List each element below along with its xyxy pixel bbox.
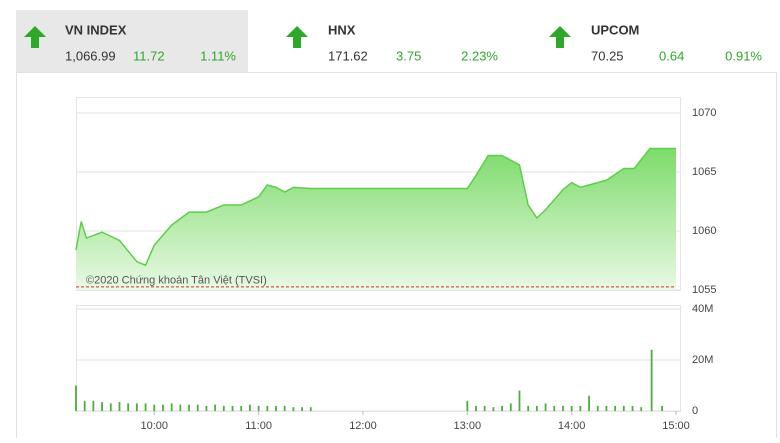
- volume-bar: [650, 349, 653, 411]
- tile-value: 1,066.99: [65, 48, 116, 63]
- volume-bar: [596, 405, 599, 411]
- volume-bar: [101, 402, 103, 411]
- up-arrow: [24, 26, 46, 48]
- price-line: [75, 147, 676, 267]
- y-tick-label: 1065: [692, 166, 716, 178]
- x-tick-label: 15:00: [662, 420, 690, 432]
- tile-name: UPCOM: [591, 22, 639, 37]
- x-tick-label: 11:00: [245, 420, 272, 432]
- volume-bar: [283, 405, 286, 411]
- volume-bar: [579, 405, 582, 411]
- volume-bar: [266, 405, 269, 411]
- volume-bar: [75, 385, 77, 411]
- volume-bar: [631, 405, 634, 411]
- y-tick-label: 0: [692, 405, 698, 417]
- volume-panel: [76, 305, 681, 412]
- volume-bar: [162, 404, 164, 411]
- tile[interactable]: VN INDEX 1,066.99 11.72 1.11%: [24, 22, 236, 63]
- tile-change: 0.64: [659, 48, 684, 63]
- y-tick-label: 20M: [692, 354, 713, 366]
- volume-bar: [622, 405, 625, 411]
- volume-bar: [214, 404, 217, 411]
- volume-bar: [309, 407, 312, 411]
- watermark: ©2020 Chứng khoán Tân Việt (TVSI): [86, 275, 267, 287]
- up-arrow: [549, 26, 571, 48]
- tile[interactable]: UPCOM 70.25 0.64 0.91%: [549, 22, 762, 63]
- volume-bar: [466, 400, 469, 411]
- volume-bar: [527, 405, 530, 411]
- x-tick-label: 13:00: [454, 420, 482, 432]
- volume-bar: [501, 405, 503, 411]
- x-tick-label: 14:00: [558, 420, 586, 432]
- up-arrow: [286, 26, 308, 48]
- volume-bar: [92, 400, 95, 411]
- tile-change: 3.75: [396, 48, 421, 63]
- tile-value: 70.25: [591, 48, 624, 63]
- volume-bar: [118, 402, 121, 411]
- volume-bar: [83, 400, 86, 411]
- volume-bar: [153, 404, 156, 411]
- volume-bar: [562, 405, 564, 411]
- volume-bar: [205, 405, 208, 411]
- volume-bar: [588, 395, 590, 411]
- tile-percent: 1.11%: [200, 48, 236, 63]
- volume-bar: [614, 405, 617, 411]
- volume-bar: [640, 407, 643, 411]
- tile-name: HNX: [328, 22, 356, 37]
- volume-bar: [492, 407, 495, 411]
- volume-bar: [257, 405, 260, 411]
- volume-bar: [231, 405, 234, 411]
- y-tick-label: 1060: [692, 225, 716, 237]
- volume-bar: [275, 405, 277, 411]
- y-tick-label: 1070: [692, 107, 716, 119]
- tile-active-bg[interactable]: [16, 10, 248, 72]
- volume-bar: [535, 405, 538, 411]
- volume-bar: [109, 403, 112, 411]
- tile-percent: 0.91%: [725, 48, 762, 63]
- volume-bar: [605, 405, 608, 411]
- volume-bar: [553, 405, 556, 411]
- volume-bar: [570, 405, 573, 411]
- y-tick-label: 40M: [692, 303, 713, 315]
- volume-bar: [240, 405, 243, 411]
- volume-bar: [661, 405, 663, 411]
- area-fill: [76, 148, 676, 290]
- volume-bar: [518, 390, 521, 411]
- volume-bar: [301, 407, 303, 411]
- volume-bar: [127, 403, 130, 411]
- volume-bar: [483, 405, 486, 411]
- tile-change: 11.72: [133, 48, 165, 63]
- volume-bar: [144, 403, 147, 411]
- volume-bar: [196, 404, 199, 411]
- volume-bar: [135, 403, 138, 411]
- volume-bar: [179, 404, 182, 411]
- volume-bar: [544, 403, 547, 411]
- x-tick-label: 12:00: [349, 420, 377, 432]
- x-tick-label: 10:00: [140, 420, 168, 432]
- volume-bar: [475, 405, 477, 411]
- volume-bar: [292, 407, 295, 411]
- y-tick-label: 1055: [692, 284, 716, 296]
- tile-percent: 2.23%: [461, 48, 498, 63]
- volume-bar: [249, 404, 251, 411]
- volume-bar: [222, 405, 225, 411]
- tile-value: 171.62: [328, 48, 368, 63]
- tile[interactable]: HNX 171.62 3.75 2.23%: [286, 22, 498, 63]
- volume-bar: [509, 403, 512, 411]
- volume-bar: [170, 403, 173, 411]
- tile-name: VN INDEX: [65, 22, 127, 37]
- volume-bar: [188, 404, 190, 411]
